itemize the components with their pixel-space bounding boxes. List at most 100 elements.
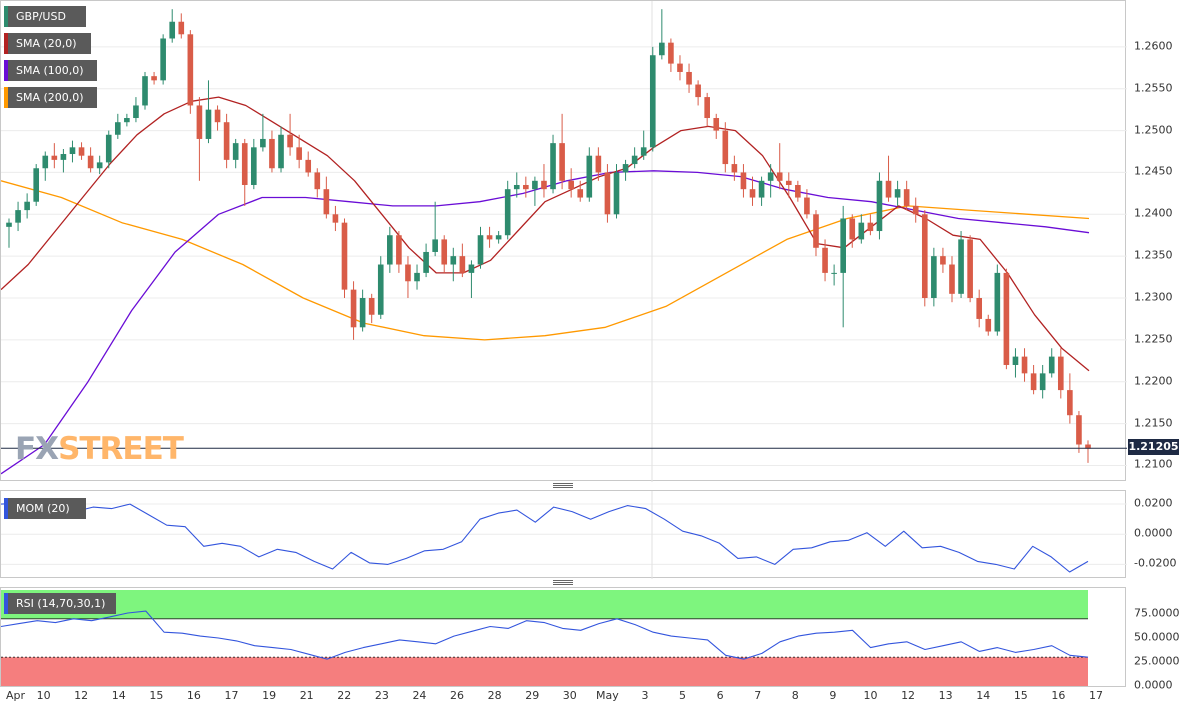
candle-body	[1021, 356, 1028, 374]
legend-sma200[interactable]: SMA (200,0)	[4, 87, 97, 108]
candle-body	[740, 172, 747, 190]
candle	[795, 180, 801, 202]
candle-body	[659, 42, 665, 56]
candle	[586, 147, 593, 202]
legend-sma100[interactable]: SMA (100,0)	[4, 60, 97, 81]
candle-body	[178, 21, 185, 35]
candle-body	[541, 180, 547, 190]
candle	[387, 226, 393, 273]
candle	[260, 113, 266, 152]
candle	[967, 235, 973, 303]
candle	[840, 205, 846, 328]
candle	[232, 138, 239, 169]
candle-body	[323, 189, 330, 215]
time-tick-label: 14	[111, 689, 126, 702]
candle-body	[1085, 444, 1091, 449]
candle-body	[704, 97, 710, 119]
candle-body	[114, 122, 121, 135]
candle-body	[341, 222, 348, 290]
candle-body	[1076, 415, 1082, 445]
candle-body	[359, 298, 366, 328]
legend-rsi[interactable]: RSI (14,70,30,1)	[4, 593, 116, 614]
rsi-tick-label: 75.0000	[1134, 606, 1180, 620]
candle-body	[105, 134, 112, 163]
candle-body	[504, 189, 511, 236]
candle-body	[994, 272, 1001, 332]
candle	[595, 147, 602, 181]
candle-body	[523, 184, 529, 190]
candle-body	[622, 164, 629, 173]
candle	[78, 142, 85, 160]
candle	[114, 113, 121, 139]
candle	[87, 147, 94, 173]
candle	[6, 218, 12, 248]
candle-body	[813, 214, 819, 248]
candle	[468, 260, 475, 299]
candle-body	[631, 155, 638, 165]
sma20-line	[1, 96, 1090, 372]
legend-mom[interactable]: MOM (20)	[4, 498, 86, 519]
candle	[532, 176, 538, 206]
rsi-tick-label: 50.0000	[1134, 630, 1180, 644]
candle-body	[967, 239, 973, 299]
candle-body	[1039, 373, 1046, 391]
candle	[377, 256, 384, 319]
candle-body	[894, 189, 901, 198]
candle-body	[595, 155, 602, 173]
price-tick-label: 1.2300	[1134, 290, 1173, 304]
candle-body	[958, 239, 964, 294]
rsi-chart[interactable]	[1, 588, 1127, 688]
candle	[24, 193, 30, 219]
candle	[921, 210, 928, 307]
candle	[758, 176, 765, 206]
price-panel[interactable]: FXSTREET GBP/USD SMA (20,0) SMA (100,0) …	[0, 0, 1127, 482]
candle-body	[423, 251, 429, 273]
candle-body	[486, 235, 493, 240]
candle-body	[985, 318, 992, 332]
candle	[940, 247, 946, 273]
time-tick-label: 8	[791, 689, 799, 702]
candle	[287, 113, 293, 156]
candle-body	[42, 155, 49, 169]
candle-body	[33, 168, 40, 202]
candle	[704, 92, 710, 127]
time-tick-label: 10	[36, 689, 51, 702]
momentum-chart[interactable]	[1, 491, 1127, 579]
candle	[722, 122, 729, 173]
candle-body	[432, 239, 438, 252]
candle	[713, 113, 720, 139]
rsi-panel[interactable]: RSI (14,70,30,1)	[0, 587, 1126, 687]
candle-body	[1057, 356, 1064, 391]
candle-body	[287, 134, 293, 148]
candle-body	[96, 162, 103, 169]
mom-line	[1, 498, 1089, 573]
pane-splitter-2[interactable]	[553, 580, 573, 585]
candle	[613, 164, 620, 219]
time-tick-label: 28	[487, 689, 502, 702]
price-chart[interactable]	[1, 1, 1127, 482]
legend-pair[interactable]: GBP/USD	[4, 6, 86, 27]
time-tick-label: 15	[149, 689, 164, 702]
pane-splitter-1[interactable]	[553, 483, 573, 488]
candle-body	[387, 235, 393, 265]
candle-body	[51, 155, 58, 160]
candle-body	[459, 256, 466, 273]
time-tick-label: 29	[525, 689, 540, 702]
candle	[885, 155, 892, 202]
candle	[776, 143, 783, 190]
candle	[450, 247, 457, 282]
time-tick-label: 16	[1051, 689, 1066, 702]
legend-sma20[interactable]: SMA (20,0)	[4, 33, 91, 54]
time-tick-label: 22	[337, 689, 352, 702]
time-tick-label: 9	[829, 689, 837, 702]
candle	[559, 113, 565, 190]
price-tick-label: 1.2450	[1134, 164, 1173, 178]
candle	[359, 289, 366, 332]
candle	[51, 143, 58, 169]
candle-body	[305, 159, 312, 173]
candle	[124, 113, 130, 127]
candle	[903, 180, 910, 211]
candle-body	[767, 172, 774, 181]
time-tick-label: 10	[863, 689, 878, 702]
momentum-panel[interactable]: MOM (20)	[0, 490, 1127, 579]
